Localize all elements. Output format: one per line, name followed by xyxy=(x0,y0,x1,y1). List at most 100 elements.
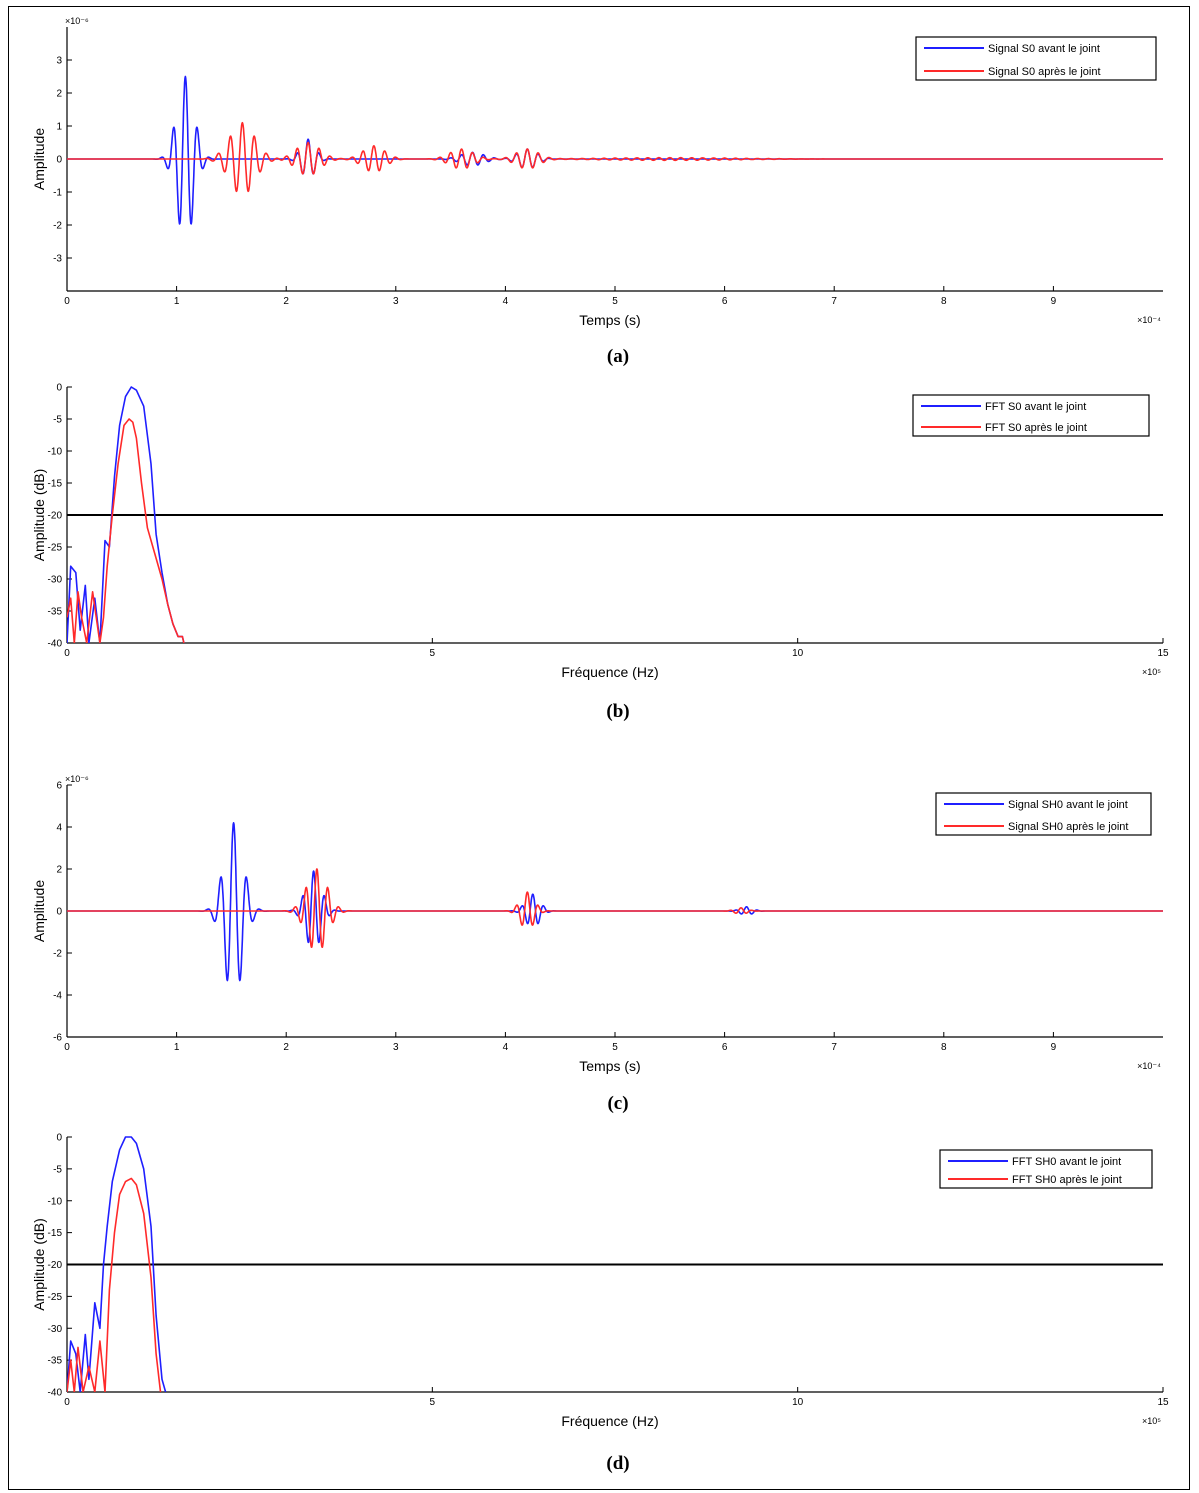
x-tick-label: 3 xyxy=(393,296,399,307)
x-tick-label: 5 xyxy=(612,296,618,307)
x-tick-label: 4 xyxy=(503,1042,509,1053)
legend: Signal SH0 avant le joint Signal SH0 aprè… xyxy=(935,792,1152,836)
y-tick-label: 2 xyxy=(56,865,62,876)
y-tick-label: -20 xyxy=(48,1260,63,1271)
y-tick-label: -15 xyxy=(48,479,63,490)
x-tick-label: 0 xyxy=(64,1042,70,1053)
series-line-after xyxy=(67,121,1163,193)
legend-box xyxy=(939,1149,1153,1189)
y-tick-label: -20 xyxy=(48,511,63,522)
legend-entry-label: Signal SH0 avant le joint xyxy=(1008,799,1128,811)
legend-box xyxy=(935,792,1152,836)
x-tick-label: 6 xyxy=(722,1042,728,1053)
panel-letter: (c) xyxy=(607,1093,628,1114)
x-multiplier: ×10⁻⁴ xyxy=(1137,315,1161,325)
y-axis-label: Amplitude (dB) xyxy=(31,469,47,562)
legend-entry-label: FFT S0 après le joint xyxy=(985,422,1087,434)
figure-frame xyxy=(8,6,1190,1490)
x-tick-label: 5 xyxy=(430,648,436,659)
x-tick-label: 7 xyxy=(831,1042,837,1053)
y-multiplier: ×10⁻⁶ xyxy=(65,16,89,26)
y-tick-label: -2 xyxy=(53,949,62,960)
y-tick-label: -10 xyxy=(48,1196,63,1207)
y-multiplier: ×10⁻⁶ xyxy=(65,774,89,784)
chart-panel-0: 0 1 2 3 4 5 6 7 8 9 3 2 1 0 -1 -2 -3 ×10⁻⁶ ×10⁻⁴ Temps (s) A… xyxy=(31,16,1163,328)
y-tick-label: 0 xyxy=(56,155,62,166)
series-line-before xyxy=(67,1136,167,1392)
y-tick-label: -40 xyxy=(48,1388,63,1399)
y-tick-label: -6 xyxy=(53,1033,62,1044)
legend-box xyxy=(915,36,1157,81)
series-line-after xyxy=(67,418,185,643)
y-tick-label: -25 xyxy=(48,543,63,554)
x-tick-label: 9 xyxy=(1051,1042,1057,1053)
y-tick-label: -3 xyxy=(53,254,62,265)
series-line-after xyxy=(67,1177,162,1392)
x-tick-label: 8 xyxy=(941,1042,947,1053)
y-axis-label: Amplitude xyxy=(31,880,47,942)
series-line-before xyxy=(67,821,1163,982)
x-axis-label: Fréquence (Hz) xyxy=(561,1413,658,1429)
legend-entry-label: Signal SH0 après le joint xyxy=(1008,821,1128,833)
legend-entry-label: Signal S0 avant le joint xyxy=(988,43,1100,55)
x-axis-label: Temps (s) xyxy=(579,312,640,328)
series-line-before xyxy=(67,75,1163,225)
x-axis-label: Fréquence (Hz) xyxy=(561,664,658,680)
x-tick-label: 5 xyxy=(430,1397,436,1408)
y-tick-label: -40 xyxy=(48,639,63,650)
x-tick-label: 15 xyxy=(1157,648,1169,659)
y-tick-label: -35 xyxy=(48,607,63,618)
series-line-after xyxy=(67,868,1163,949)
panel-letter: (b) xyxy=(606,701,629,722)
x-tick-label: 2 xyxy=(283,296,289,307)
legend-entry-label: FFT SH0 après le joint xyxy=(1012,1174,1122,1186)
legend: Signal S0 avant le joint Signal S0 après … xyxy=(915,36,1157,81)
y-tick-label: -5 xyxy=(53,1164,62,1175)
x-tick-label: 7 xyxy=(831,296,837,307)
y-tick-label: -4 xyxy=(53,991,62,1002)
x-axis-label: Temps (s) xyxy=(579,1058,640,1074)
x-tick-label: 0 xyxy=(64,296,70,307)
y-tick-label: -10 xyxy=(48,447,63,458)
y-tick-label: 6 xyxy=(56,781,62,792)
legend-entry-label: FFT SH0 avant le joint xyxy=(1012,1156,1121,1168)
x-multiplier: ×10⁵ xyxy=(1142,1416,1161,1426)
y-tick-label: -25 xyxy=(48,1292,63,1303)
y-tick-label: 0 xyxy=(56,383,62,394)
chart-panel-3: 0 5 10 15 0 -5 -10 -15 -20 -25 -30 -35 -40 ×10⁵ Fréque… xyxy=(31,1133,1169,1430)
y-tick-label: -35 xyxy=(48,1356,63,1367)
y-axis-label: Amplitude xyxy=(31,128,47,190)
y-axis-label: Amplitude (dB) xyxy=(31,1218,47,1311)
y-tick-label: 0 xyxy=(56,907,62,918)
y-tick-label: 2 xyxy=(56,89,62,100)
y-tick-label: 1 xyxy=(56,122,62,133)
legend-entry-label: FFT S0 avant le joint xyxy=(985,401,1086,413)
x-tick-label: 4 xyxy=(503,296,509,307)
x-tick-label: 1 xyxy=(174,296,180,307)
x-tick-label: 10 xyxy=(792,648,804,659)
x-tick-label: 8 xyxy=(941,296,947,307)
x-tick-label: 9 xyxy=(1051,296,1057,307)
x-tick-label: 15 xyxy=(1157,1397,1169,1408)
x-tick-label: 0 xyxy=(64,648,70,659)
x-multiplier: ×10⁻⁴ xyxy=(1137,1061,1161,1071)
x-multiplier: ×10⁵ xyxy=(1142,667,1161,677)
x-tick-label: 0 xyxy=(64,1397,70,1408)
y-tick-label: -1 xyxy=(53,188,62,199)
y-tick-label: -15 xyxy=(48,1228,63,1239)
y-tick-label: 0 xyxy=(56,1133,62,1144)
panel-letter: (d) xyxy=(606,1453,629,1474)
chart-panel-1: 0 5 10 15 0 -5 -10 -15 -20 -25 -30 -35 -40 ×10⁵ Fréque… xyxy=(31,383,1169,681)
y-tick-label: -30 xyxy=(48,1324,63,1335)
x-tick-label: 3 xyxy=(393,1042,399,1053)
x-tick-label: 6 xyxy=(722,296,728,307)
legend: FFT S0 avant le joint FFT S0 après le joi… xyxy=(912,394,1150,437)
x-tick-label: 5 xyxy=(612,1042,618,1053)
y-tick-label: 3 xyxy=(56,56,62,67)
legend: FFT SH0 avant le joint FFT SH0 après le j… xyxy=(939,1149,1153,1189)
x-tick-label: 1 xyxy=(174,1042,180,1053)
x-tick-label: 2 xyxy=(283,1042,289,1053)
y-tick-label: -2 xyxy=(53,221,62,232)
y-tick-label: -5 xyxy=(53,415,62,426)
